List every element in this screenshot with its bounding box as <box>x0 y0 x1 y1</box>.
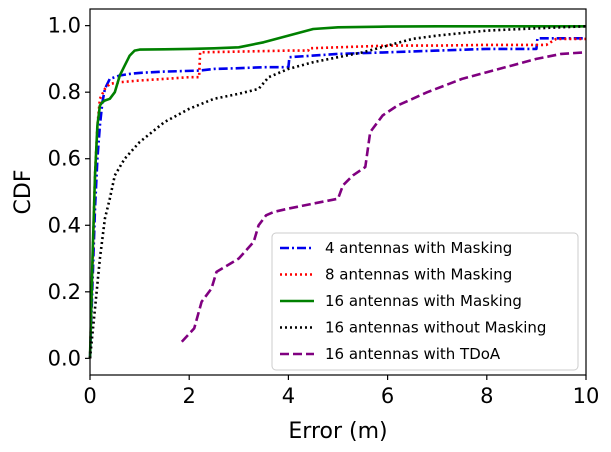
x-axis-title: Error (m) <box>288 419 387 444</box>
legend-label-2: 8 antennas with Masking <box>325 266 512 284</box>
x-tick-label: 6 <box>381 384 394 408</box>
legend: 4 antennas with Masking 8 antennas with M… <box>271 232 579 371</box>
y-tick-label: 1.0 <box>48 14 81 38</box>
series-line-5 <box>180 51 587 343</box>
y-tick-label: 0.8 <box>48 80 81 104</box>
legend-label-1: 4 antennas with Masking <box>325 239 512 257</box>
legend-label-5: 16 antennas with TDoA <box>325 345 501 363</box>
axis-ticks <box>85 25 587 380</box>
y-tick-label: 0.0 <box>48 346 81 370</box>
y-axis-title: CDF <box>11 170 36 215</box>
y-tick-label: 0.2 <box>48 280 81 304</box>
x-tick-label: 0 <box>83 384 96 408</box>
plot-frame <box>89 8 587 376</box>
x-tick-label: 4 <box>282 384 295 408</box>
x-tick-label: 8 <box>480 384 493 408</box>
series-line-2 <box>88 37 586 359</box>
y-tick-label: 0.4 <box>48 213 81 237</box>
legend-entries: 4 antennas with Masking 8 antennas with M… <box>280 239 546 363</box>
legend-box <box>271 232 579 371</box>
legend-label-3: 16 antennas with Masking <box>325 292 522 310</box>
x-tick-label: 10 <box>573 384 600 408</box>
series-line-3 <box>88 24 586 359</box>
x-tick-labels: 0 2 4 6 8 10 <box>83 384 599 408</box>
series-layer <box>88 24 587 359</box>
legend-label-4: 16 antennas without Masking <box>325 319 546 337</box>
series-line-4 <box>88 25 587 359</box>
x-tick-label: 2 <box>183 384 196 408</box>
y-tick-labels: 0.0 0.2 0.4 0.6 0.8 1.0 <box>48 14 81 371</box>
y-tick-label: 0.6 <box>48 147 81 171</box>
